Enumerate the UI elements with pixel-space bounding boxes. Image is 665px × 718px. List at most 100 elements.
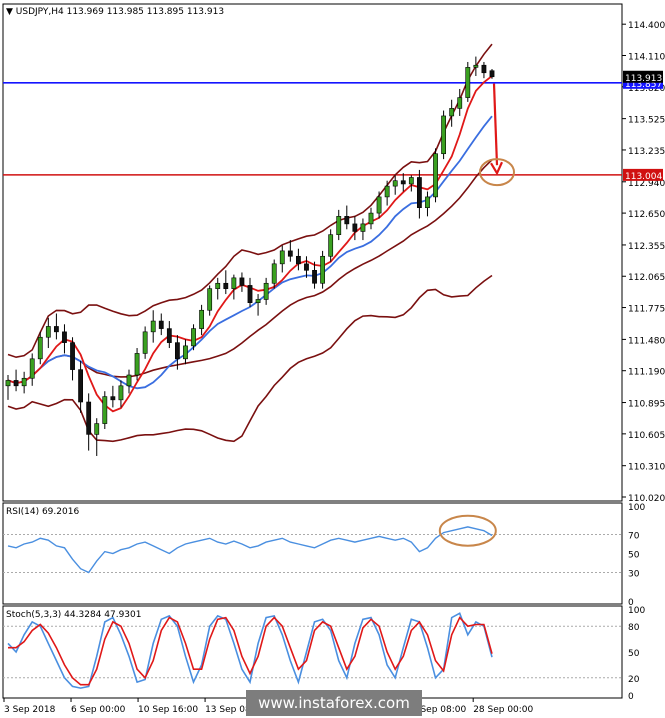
- candle: [384, 185, 390, 198]
- bollinger-middle: [7, 159, 493, 384]
- bollinger-upper: [7, 43, 493, 359]
- candle: [352, 223, 358, 232]
- candle: [457, 97, 463, 109]
- candle: [86, 401, 92, 435]
- candle: [118, 385, 124, 401]
- candle: [433, 153, 438, 198]
- stoch-main-line: [7, 612, 493, 689]
- candle: [110, 396, 116, 401]
- candle: [5, 380, 11, 387]
- level-label: 113.004: [625, 172, 662, 182]
- candle: [376, 196, 382, 214]
- candle: [29, 358, 35, 379]
- rsi-axis-label: 50: [628, 551, 640, 561]
- time-axis-label: 10 Sep 16:00: [138, 705, 198, 715]
- candle: [473, 64, 479, 68]
- time-axis-label: 13 Sep 08:00: [205, 705, 265, 715]
- candle: [336, 216, 342, 235]
- forecast-arrow-shaft: [492, 83, 499, 166]
- candle: [255, 299, 261, 303]
- candle: [199, 309, 204, 329]
- time-axis-label: 28 Sep 00:00: [473, 705, 533, 715]
- stoch-axis-label: 0: [628, 692, 634, 702]
- candle: [150, 320, 156, 333]
- candle: [304, 263, 309, 271]
- stoch-axis-label: 80: [628, 623, 640, 633]
- candle: [312, 270, 317, 284]
- candle: [191, 328, 196, 347]
- price-axis-label: 110.605: [628, 431, 665, 441]
- candle: [215, 282, 221, 289]
- price-axis-label: 113.235: [628, 147, 665, 157]
- stoch-axis-label: 50: [628, 649, 640, 659]
- price-axis-label: 112.355: [628, 242, 665, 252]
- rsi-axis-label: 30: [628, 570, 640, 580]
- symbol-info: ▼ USDJPY,H4 113.969 113.985 113.895 113.…: [6, 7, 224, 17]
- candle: [207, 288, 213, 311]
- candle: [465, 67, 471, 98]
- price-axis-label: 111.190: [628, 368, 665, 378]
- price-axis-label: 112.065: [628, 273, 665, 283]
- price-axis-label: 113.525: [628, 116, 665, 126]
- stoch-signal-line: [8, 616, 493, 686]
- price-axis-label: 110.895: [628, 400, 665, 410]
- level-label: 113.857: [625, 80, 662, 90]
- candle: [425, 196, 430, 209]
- price-axis-label: 112.940: [628, 179, 665, 189]
- rsi-highlight-circle: [438, 514, 497, 547]
- forecast-arrow-head: [490, 161, 504, 176]
- price-axis-label: 114.400: [628, 21, 665, 31]
- candle: [78, 369, 83, 403]
- candle: [287, 250, 293, 257]
- candle: [175, 342, 180, 360]
- candle: [158, 320, 164, 329]
- candle: [416, 177, 422, 209]
- time-axis-label: 3 Sep 2018: [4, 705, 56, 715]
- stoch-axis-label: 100: [628, 606, 645, 616]
- rsi-label: RSI(14) 69.2016: [6, 507, 79, 517]
- target-highlight-circle: [479, 158, 515, 187]
- watermark: www.instaforex.com: [246, 690, 422, 716]
- price-panel-frame: [2, 3, 623, 502]
- candle: [295, 255, 301, 265]
- candle: [70, 342, 75, 370]
- candle: [489, 70, 495, 78]
- rsi-panel-frame: [2, 502, 623, 605]
- rsi-axis-label: 100: [628, 503, 645, 513]
- rsi-axis-label: 0: [628, 598, 634, 608]
- candle: [449, 108, 455, 117]
- stoch-label: Stoch(5,3,3) 44.3284 47.9301: [6, 610, 141, 620]
- last-price-box: [623, 70, 663, 83]
- price-axis-label: 110.020: [628, 494, 665, 504]
- candle: [400, 180, 406, 185]
- stoch-axis-label: 20: [628, 675, 640, 685]
- rsi-line: [7, 526, 493, 574]
- candle: [360, 223, 366, 232]
- candle: [271, 263, 277, 284]
- candle: [183, 345, 188, 360]
- candle: [134, 353, 140, 376]
- price-axis-label: 110.310: [628, 463, 665, 473]
- candle: [392, 180, 398, 187]
- rsi-axis-label: 70: [628, 532, 640, 542]
- candle: [279, 250, 285, 265]
- candle: [481, 64, 487, 74]
- price-axis-label: 111.480: [628, 336, 665, 346]
- price-axis-label: 111.775: [628, 305, 665, 315]
- time-axis-label: 6 Sep 00:00: [71, 705, 126, 715]
- candle: [53, 326, 59, 333]
- candle: [247, 285, 253, 303]
- candle: [223, 282, 229, 289]
- candle: [263, 282, 269, 300]
- candle: [45, 326, 51, 338]
- time-axis-label: 25 Sep 08:00: [406, 705, 466, 715]
- candle: [62, 331, 67, 343]
- candle: [441, 115, 446, 155]
- candle: [344, 216, 350, 225]
- level-label-box: [623, 168, 663, 181]
- candle: [21, 377, 27, 387]
- candle: [408, 177, 414, 185]
- candle: [94, 423, 100, 435]
- candle: [166, 328, 172, 343]
